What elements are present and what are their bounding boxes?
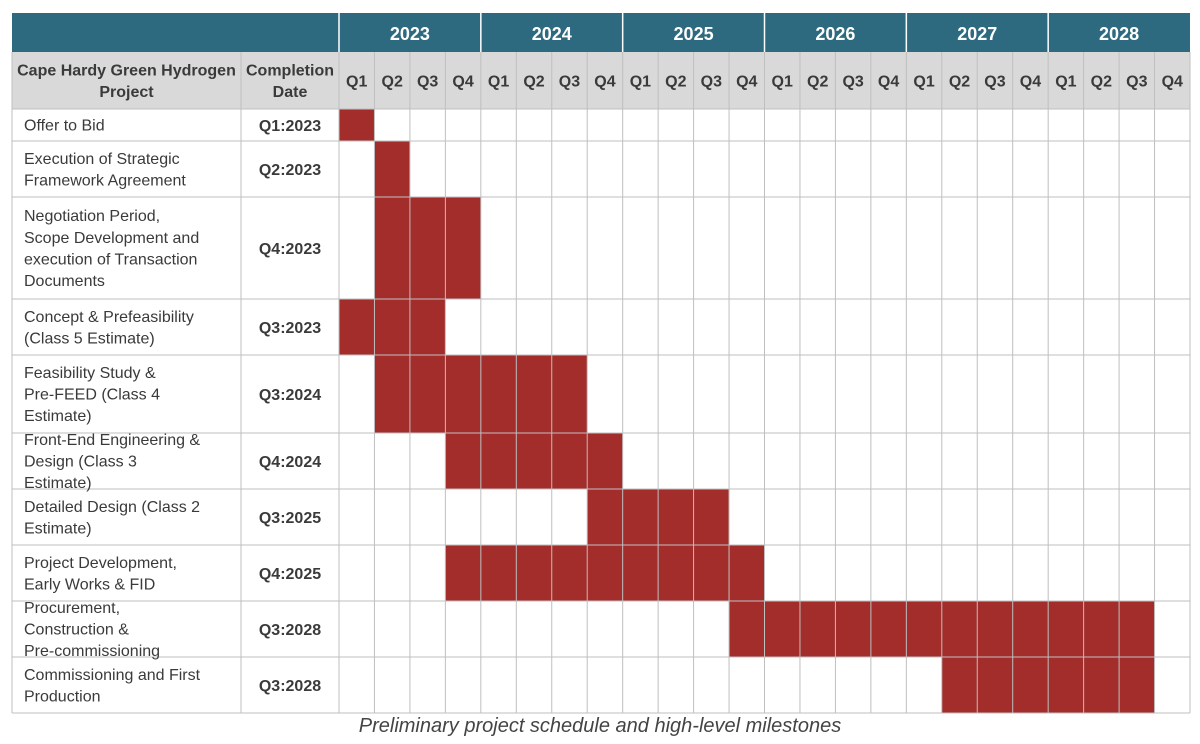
task-completion-date: Q4:2023 (259, 241, 321, 258)
task-completion-date: Q3:2025 (259, 510, 321, 527)
quarter-label: Q3 (417, 74, 438, 91)
quarter-label: Q3 (559, 74, 580, 91)
quarter-label: Q2 (523, 74, 544, 91)
year-label: 2026 (815, 24, 855, 44)
task-completion-date: Q3:2023 (259, 320, 321, 337)
task-bar (445, 545, 765, 601)
task-completion-date: Q2:2023 (259, 162, 321, 179)
quarter-label: Q4 (1020, 74, 1041, 91)
task-completion-date: Q4:2024 (259, 454, 321, 471)
quarter-label: Q2 (1091, 74, 1112, 91)
task-name: Front-End Engineering & Design (Class 3 Es… (24, 432, 200, 492)
task-completion-date: Q4:2025 (259, 566, 321, 583)
quarter-label: Q4 (1162, 74, 1183, 91)
quarter-label: Q1 (346, 74, 367, 91)
task-name: Commissioning and First Production (24, 667, 201, 706)
task-name: Project Development, Early Works & FID (24, 555, 177, 594)
quarter-label: Q2 (807, 74, 828, 91)
task-completion-date: Q1:2023 (259, 118, 321, 135)
quarter-label: Q1 (630, 74, 651, 91)
quarter-label: Q3 (701, 74, 722, 91)
quarter-label: Q1 (772, 74, 793, 91)
task-completion-date: Q3:2028 (259, 622, 321, 639)
quarter-label: Q4 (736, 74, 757, 91)
year-label: 2028 (1099, 24, 1139, 44)
chart-caption: Preliminary project schedule and high-le… (358, 715, 842, 737)
year-header-band (12, 13, 1190, 52)
year-label: 2025 (674, 24, 714, 44)
quarter-label: Q4 (452, 74, 473, 91)
quarter-label: Q4 (878, 74, 899, 91)
quarter-label: Q3 (984, 74, 1005, 91)
task-bar (339, 109, 375, 141)
task-bar (374, 197, 481, 299)
task-name: Detailed Design (Class 2 Estimate) (24, 499, 200, 538)
task-bar (445, 433, 623, 489)
quarter-label: Q1 (913, 74, 934, 91)
quarter-label: Q1 (1055, 74, 1076, 91)
task-name: Feasibility Study & Pre-FEED (Class 4 Esti… (24, 365, 160, 425)
task-bar (339, 299, 446, 355)
task-name: Execution of Strategic Framework Agreemen… (24, 151, 186, 190)
project-column-header: Cape Hardy Green Hydrogen Project (17, 62, 236, 101)
subheader-band (12, 52, 1190, 109)
quarter-label: Q2 (382, 74, 403, 91)
quarter-label: Q2 (949, 74, 970, 91)
task-completion-date: Q3:2024 (259, 387, 321, 404)
task-bar (374, 141, 410, 197)
quarter-label: Q4 (594, 74, 615, 91)
completion-column-header: Completion Date (246, 62, 334, 101)
task-name: Negotiation Period, Scope Development and… (24, 208, 199, 290)
task-name: Concept & Prefeasibility (Class 5 Estimat… (24, 309, 194, 348)
year-label: 2027 (957, 24, 997, 44)
task-name: Procurement, Construction & Pre-commission… (24, 600, 160, 660)
task-completion-date: Q3:2028 (259, 678, 321, 695)
quarter-label: Q2 (665, 74, 686, 91)
year-label: 2024 (532, 24, 572, 44)
quarter-label: Q3 (842, 74, 863, 91)
quarter-label: Q1 (488, 74, 509, 91)
quarter-label: Q3 (1126, 74, 1147, 91)
year-label: 2023 (390, 24, 430, 44)
task-name: Offer to Bid (24, 118, 105, 135)
